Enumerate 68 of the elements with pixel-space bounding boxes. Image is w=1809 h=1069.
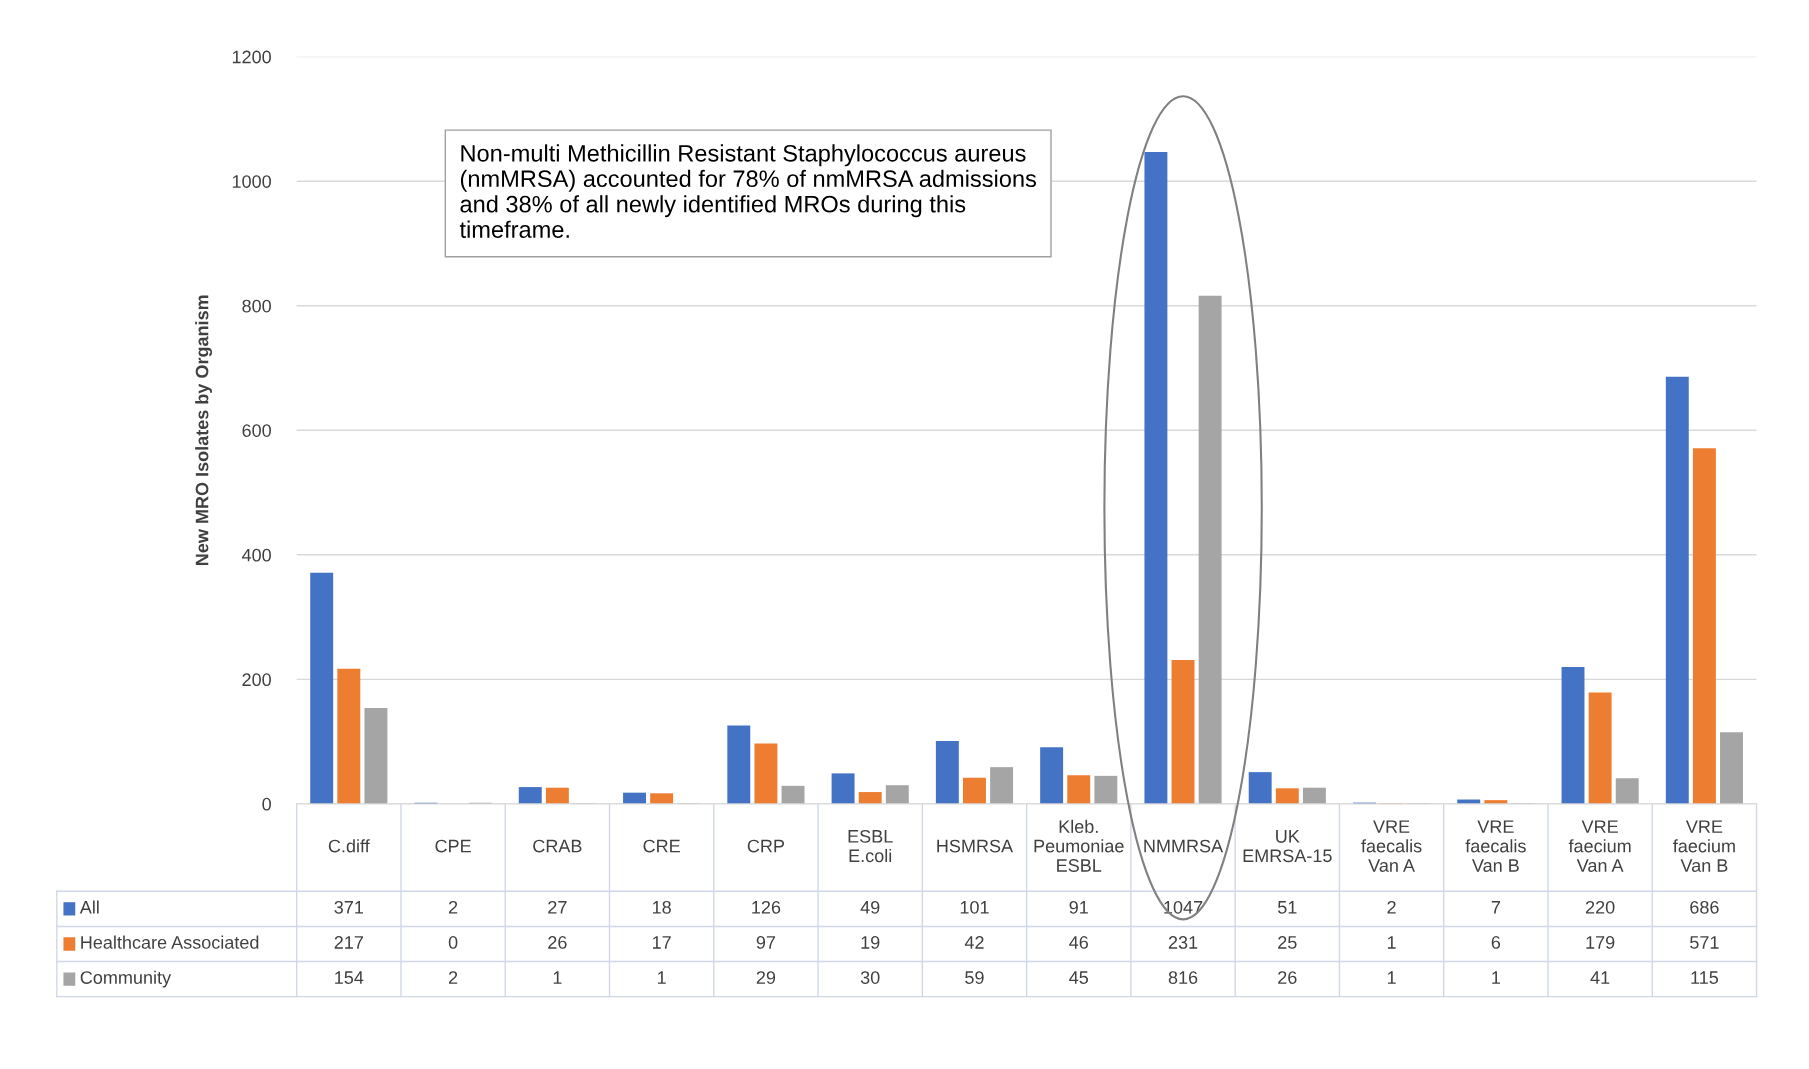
- data-label: 1: [1387, 936, 1396, 949]
- data-label: 26: [1278, 971, 1297, 984]
- data-label: 101: [960, 900, 989, 914]
- data-label: 19: [861, 936, 880, 949]
- data-label: 27: [548, 900, 567, 914]
- x-tick-label: VRE faecium Van B: [1673, 820, 1735, 872]
- legend-label: All: [79, 900, 99, 914]
- data-label: 51: [1277, 901, 1297, 914]
- y-tick-label: 1200: [232, 50, 271, 64]
- data-label: 7: [1491, 901, 1500, 914]
- x-tick-label: CPE: [435, 839, 471, 853]
- data-label: 42: [964, 936, 984, 949]
- data-label: 115: [1691, 971, 1719, 984]
- data-label: 220: [1585, 900, 1615, 914]
- data-label: 571: [1690, 936, 1719, 949]
- data-label: 1: [553, 971, 562, 984]
- y-tick-label: 200: [242, 673, 271, 687]
- data-label: 1: [1387, 971, 1396, 984]
- data-label: 25: [1278, 936, 1297, 949]
- y-tick-label: 400: [241, 548, 271, 562]
- data-label: 0: [448, 936, 458, 949]
- data-label: 18: [652, 900, 671, 914]
- data-label: 17: [652, 936, 671, 949]
- x-tick-label: ESBL E.coli: [848, 829, 893, 863]
- data-label: 91: [1069, 900, 1088, 914]
- x-tick-label: CRE: [643, 839, 680, 853]
- data-label: 1047: [1164, 900, 1203, 914]
- x-tick-label: NMMRSA: [1144, 839, 1224, 853]
- data-label: 97: [756, 936, 776, 949]
- legend-label: Community: [80, 970, 172, 988]
- x-tick-label: C.diff: [328, 839, 370, 853]
- data-label: 6: [1491, 936, 1501, 949]
- data-label: 29: [756, 971, 776, 984]
- data-label: 1: [1492, 971, 1500, 984]
- data-label: 2: [448, 900, 458, 914]
- data-label: 30: [860, 971, 880, 984]
- y-axis-title: New MRO Isolates by Organism: [195, 295, 213, 566]
- data-label: 59: [965, 971, 984, 984]
- data-label: 217: [334, 936, 363, 949]
- x-tick-label: VRE faecium Van A: [1568, 820, 1631, 872]
- data-label: 26: [548, 936, 567, 949]
- data-label: 41: [1590, 971, 1610, 984]
- x-tick-label: CRP: [747, 839, 785, 853]
- data-label: 2: [448, 971, 458, 984]
- data-label: 686: [1690, 900, 1719, 914]
- data-label: 2: [1387, 900, 1396, 914]
- annotation: Non-multi Methicillin Resistant Staphylococcus aureus (nmMRSA) accounted for 78% of nmMRSA admissions and 38% of all newly identified MROs during this timeframe.: [459, 144, 1037, 238]
- data-label: 154: [335, 971, 364, 984]
- y-tick-label: 0: [262, 797, 271, 811]
- x-tick-label: VRE faecalis Van A: [1361, 820, 1422, 872]
- data-label: 45: [1069, 971, 1089, 984]
- data-label: 371: [334, 900, 363, 914]
- x-tick-label: Kleb. Peumoniae ESBL: [1034, 819, 1124, 872]
- data-label: 126: [752, 900, 781, 914]
- x-tick-label: CRAB: [533, 839, 582, 853]
- x-tick-label: HSMRSA: [937, 839, 1014, 853]
- y-tick-label: 800: [242, 299, 271, 313]
- y-tick-label: 600: [242, 424, 271, 437]
- x-tick-label: VRE faecalis Van B: [1465, 820, 1526, 872]
- data-label: 179: [1586, 936, 1615, 949]
- legend-label: Healthcare Associated: [81, 935, 259, 949]
- data-label: 816: [1168, 971, 1198, 984]
- data-label: 49: [860, 900, 880, 914]
- data-label: 231: [1168, 936, 1198, 949]
- data-label: 46: [1069, 936, 1088, 949]
- data-label: 1: [658, 971, 666, 984]
- x-tick-label: UK EMRSA-15: [1243, 830, 1332, 863]
- y-tick-label: 1000: [232, 175, 271, 188]
